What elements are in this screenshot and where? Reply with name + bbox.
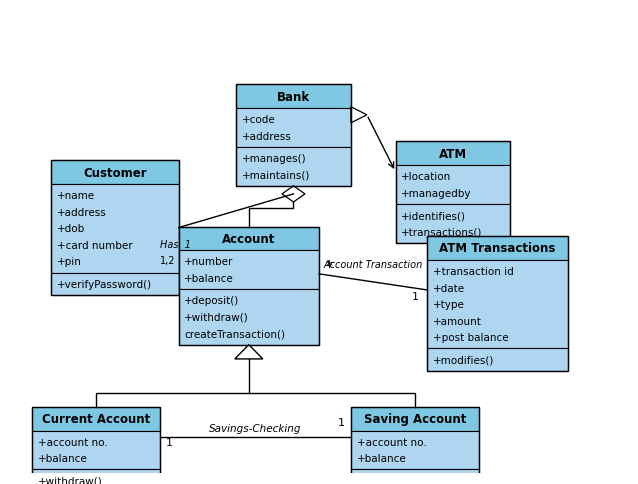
FancyBboxPatch shape	[179, 227, 319, 251]
FancyBboxPatch shape	[396, 204, 510, 243]
Text: createTransaction(): createTransaction()	[184, 329, 285, 339]
Text: Has  1: Has 1	[160, 239, 191, 249]
Text: +manages(): +manages()	[242, 154, 306, 164]
Text: +balance: +balance	[184, 273, 234, 284]
Text: +identifies(): +identifies()	[401, 211, 466, 221]
FancyBboxPatch shape	[32, 469, 160, 484]
Text: +withdraw(): +withdraw()	[184, 312, 249, 322]
FancyBboxPatch shape	[396, 166, 510, 204]
FancyBboxPatch shape	[51, 161, 179, 184]
Text: +balance: +balance	[38, 454, 87, 463]
Text: +address: +address	[242, 132, 292, 141]
Text: 1: 1	[166, 437, 173, 447]
Text: +location: +location	[401, 172, 452, 182]
Text: Customer: Customer	[83, 166, 147, 179]
Text: 1: 1	[338, 417, 345, 427]
Text: ATM: ATM	[439, 147, 467, 160]
Text: +dob: +dob	[57, 224, 85, 234]
Text: +transaction id: +transaction id	[433, 266, 514, 276]
FancyBboxPatch shape	[236, 109, 351, 148]
FancyBboxPatch shape	[396, 142, 510, 166]
Text: +modifies(): +modifies()	[433, 355, 494, 365]
FancyBboxPatch shape	[236, 148, 351, 186]
Text: +card number: +card number	[57, 241, 133, 250]
FancyBboxPatch shape	[179, 289, 319, 345]
Text: +number: +number	[184, 257, 234, 267]
Text: +transactions(): +transactions()	[401, 227, 483, 237]
FancyBboxPatch shape	[32, 431, 160, 469]
FancyBboxPatch shape	[351, 407, 478, 431]
Text: +managedby: +managedby	[401, 188, 472, 198]
Text: +account no.: +account no.	[357, 437, 426, 447]
Text: +amount: +amount	[433, 316, 482, 326]
Text: 1: 1	[412, 292, 419, 302]
Text: ATM Transactions: ATM Transactions	[440, 242, 556, 255]
FancyBboxPatch shape	[427, 349, 568, 371]
FancyBboxPatch shape	[427, 260, 568, 349]
Text: 1,2: 1,2	[160, 256, 175, 266]
Text: Savings-Checking: Savings-Checking	[209, 423, 301, 433]
Text: +balance: +balance	[357, 454, 406, 463]
Text: +post balance: +post balance	[433, 333, 509, 343]
Text: Saving Account: Saving Account	[364, 412, 466, 425]
FancyBboxPatch shape	[179, 251, 319, 289]
FancyBboxPatch shape	[351, 431, 478, 469]
Text: +withdraw(): +withdraw()	[38, 476, 102, 484]
Text: Account Transaction: Account Transaction	[323, 259, 423, 269]
Text: Bank: Bank	[277, 91, 310, 104]
Text: +type: +type	[433, 300, 465, 309]
Text: +verifyPassword(): +verifyPassword()	[57, 279, 152, 289]
FancyBboxPatch shape	[51, 184, 179, 273]
Text: *: *	[325, 258, 332, 272]
Text: Account: Account	[222, 232, 276, 245]
Text: +code: +code	[242, 115, 276, 125]
Text: +address: +address	[57, 207, 107, 217]
FancyBboxPatch shape	[32, 407, 160, 431]
Text: +deposit(): +deposit()	[184, 296, 240, 306]
FancyBboxPatch shape	[51, 273, 179, 295]
Text: +maintains(): +maintains()	[242, 170, 310, 181]
FancyBboxPatch shape	[351, 469, 478, 484]
FancyBboxPatch shape	[427, 237, 568, 260]
Text: +pin: +pin	[57, 257, 82, 267]
Text: Current Account: Current Account	[41, 412, 150, 425]
Text: +account no.: +account no.	[38, 437, 107, 447]
Text: +name: +name	[57, 191, 95, 201]
Text: +date: +date	[433, 283, 465, 293]
FancyBboxPatch shape	[236, 85, 351, 109]
